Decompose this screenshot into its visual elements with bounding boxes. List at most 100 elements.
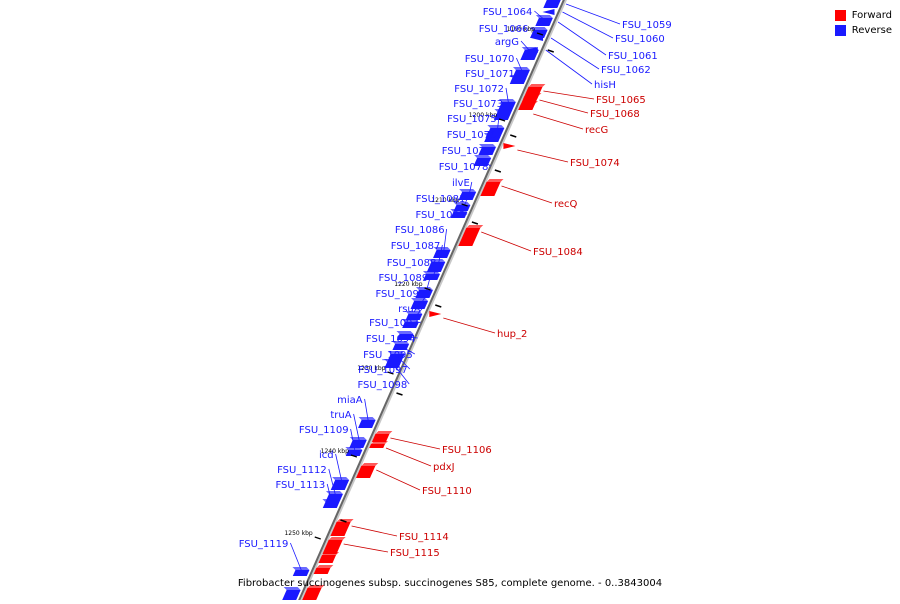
gene-FSU_1087-label: FSU_1087 xyxy=(391,241,441,252)
gene-FSU_1115-label: FSU_1115 xyxy=(390,548,440,559)
gene-FSU_1090 xyxy=(410,298,429,309)
gene-rsuA-label: rsuA xyxy=(398,304,421,315)
gene-FSU_1068-label: FSU_1068 xyxy=(590,109,640,120)
gene-hup_2 xyxy=(429,311,442,317)
gene-FSU_1114-leader xyxy=(351,525,398,537)
gene-FSU_1059-label: FSU_1059 xyxy=(622,20,672,31)
gene-hisH xyxy=(525,47,538,53)
gene-FSU_1061 xyxy=(538,19,551,25)
gene-FSU_1064-label: FSU_1064 xyxy=(483,7,533,18)
gene-extra-blue-bottom xyxy=(282,587,301,600)
gene-FSU_1083-label: FSU_1083 xyxy=(415,210,465,221)
minor-feature-5 xyxy=(396,392,403,396)
gene-truA-label: truA xyxy=(330,410,351,421)
tick-label-0: 1190 kbp xyxy=(507,26,535,33)
gene-FSU_1094-label: FSU_1094 xyxy=(366,334,416,345)
gene-FSU_1062 xyxy=(531,35,544,41)
gene-FSU_1074-leader xyxy=(517,149,569,163)
gene-pdxJ xyxy=(369,441,388,448)
gene-FSU_1110 xyxy=(356,463,379,478)
tick-mark-5 xyxy=(350,454,358,458)
gene-FSU_1068-leader xyxy=(539,99,589,114)
gene-extra-red-2 xyxy=(313,565,334,574)
gene-FSU_1059-leader xyxy=(565,3,621,25)
gene-FSU_1074-label: FSU_1074 xyxy=(570,158,620,169)
gene-FSU_1089-label: FSU_1089 xyxy=(378,273,428,284)
gene-extra-red-3 xyxy=(302,585,325,600)
gene-recQ xyxy=(480,179,504,196)
gene-FSU_1076-label: FSU_1076 xyxy=(447,130,497,141)
tick-label-4: 1230 kbp xyxy=(357,365,385,372)
gene-miaA-label: miaA xyxy=(337,395,363,406)
gene-FSU_1076 xyxy=(483,133,501,142)
legend-reverse-label: Reverse xyxy=(851,25,892,36)
gene-FSU_1060-leader xyxy=(562,11,614,39)
gene-icd xyxy=(330,477,350,490)
tick-label-5: 1240 kbp xyxy=(321,448,349,455)
gene-FSU_1087 xyxy=(426,259,446,272)
genome-caption: Fibrobacter succinogenes subsp. succinog… xyxy=(237,578,663,589)
gene-FSU_1113 xyxy=(322,499,340,508)
minor-feature-1 xyxy=(510,134,517,138)
legend-reverse: Reverse xyxy=(834,23,892,38)
gene-FSU_1073-label: FSU_1073 xyxy=(453,99,503,110)
gene-FSU_1112-label: FSU_1112 xyxy=(277,465,327,476)
gene-pdxJ-label: pdxJ xyxy=(433,462,455,473)
gene-recQ-label: recQ xyxy=(554,199,578,210)
gene-FSU_1065-leader xyxy=(543,90,595,100)
gene-rsuA xyxy=(405,311,423,320)
gene-recG-leader xyxy=(533,113,584,130)
tick-label-2: 1210 kbp xyxy=(431,197,459,204)
gene-FSU_1081-label: FSU_1081 xyxy=(416,194,466,205)
gene-FSU_1090-label: FSU_1090 xyxy=(375,289,425,300)
minor-feature-3 xyxy=(471,221,479,225)
legend-forward-label: Forward xyxy=(851,10,892,21)
gene-FSU_1073 xyxy=(493,109,512,120)
gene-FSU_1066-label: FSU_1066 xyxy=(479,24,529,35)
tick-mark-2 xyxy=(461,203,468,207)
gene-miaA xyxy=(358,417,376,428)
gene-FSU_1077-label: FSU_1077 xyxy=(442,146,492,157)
gene-FSU_1098 xyxy=(384,359,402,368)
gene-FSU_1061-leader xyxy=(557,21,607,56)
gene-top-block xyxy=(543,0,561,8)
gene-FSU_1088-label: FSU_1088 xyxy=(387,258,437,269)
gene-FSU_1071-label: FSU_1071 xyxy=(465,69,515,80)
gene-FSU_1062-leader xyxy=(550,37,600,70)
gene-FSU_1098-label: FSU_1098 xyxy=(357,380,407,391)
gene-FSU_1078 xyxy=(473,155,492,166)
gene-FSU_1098-leader xyxy=(393,364,410,385)
gene-FSU_1115-leader xyxy=(343,543,389,553)
gene-FSU_1110-leader xyxy=(376,469,421,491)
gene-FSU_1077 xyxy=(478,144,496,155)
forward-swatch xyxy=(834,10,846,21)
gene-recG xyxy=(518,101,538,110)
gene-FSU_1106-leader xyxy=(390,437,441,450)
gene-FSU_1106 xyxy=(371,431,393,442)
tick-mark-1 xyxy=(498,118,506,122)
tick-label-6: 1250 kbp xyxy=(284,530,312,537)
reverse-swatch xyxy=(834,25,846,36)
gene-FSU_1088 xyxy=(422,271,440,280)
gene-FSU_1065-label: FSU_1065 xyxy=(596,95,646,106)
gene-FSU_1086 xyxy=(433,247,451,258)
gene-FSU_1071 xyxy=(509,75,527,84)
gene-FSU_1083 xyxy=(450,209,468,218)
gene-FSU_1084 xyxy=(458,225,484,246)
minor-feature-2 xyxy=(494,169,502,173)
gene-ilvE xyxy=(458,189,477,200)
legend-forward: Forward xyxy=(834,8,892,23)
gene-FSU_1110-label: FSU_1110 xyxy=(422,486,472,497)
gene-FSU_1094 xyxy=(396,331,414,340)
gene-hup_2-label: hup_2 xyxy=(497,329,527,340)
gene-icd-label: icd xyxy=(319,450,334,461)
minor-feature-4 xyxy=(435,304,442,308)
gene-extra-red-1 xyxy=(318,552,340,563)
gene-FSU_1109-label: FSU_1109 xyxy=(299,425,349,436)
tick-label-1: 1200 kbp xyxy=(469,112,497,119)
gene-FSU_1061-label: FSU_1061 xyxy=(608,51,658,62)
genome-backbone xyxy=(296,0,565,604)
gene-FSU_1093-label: FSU_1093 xyxy=(369,318,419,329)
